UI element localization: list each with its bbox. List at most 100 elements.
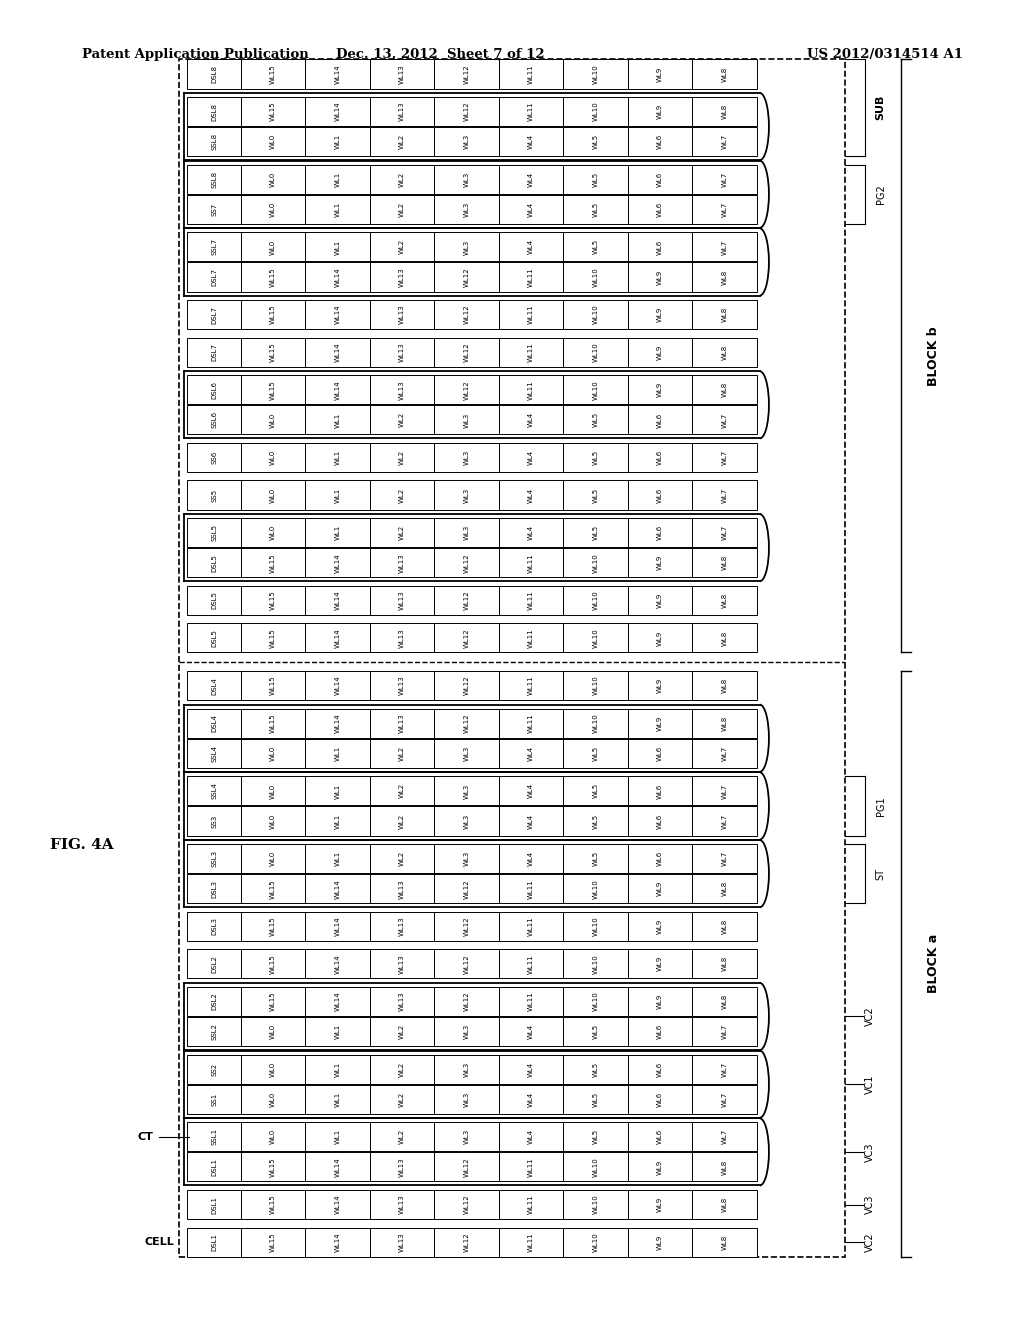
Bar bbox=[187, 548, 241, 577]
Text: WL2: WL2 bbox=[399, 783, 404, 799]
Bar bbox=[563, 843, 628, 873]
Bar bbox=[499, 375, 563, 404]
Bar bbox=[305, 405, 370, 434]
Bar bbox=[305, 709, 370, 738]
Text: WL2: WL2 bbox=[399, 1129, 404, 1144]
Bar bbox=[370, 623, 434, 652]
Bar bbox=[628, 127, 692, 156]
Bar bbox=[241, 127, 305, 156]
Text: WL9: WL9 bbox=[657, 994, 663, 1008]
Bar bbox=[692, 59, 757, 88]
Bar bbox=[305, 671, 370, 700]
Bar bbox=[499, 776, 563, 805]
Bar bbox=[187, 709, 241, 738]
Text: DSL1: DSL1 bbox=[211, 1233, 217, 1251]
Bar bbox=[563, 671, 628, 700]
Text: WL12: WL12 bbox=[464, 991, 469, 1011]
Bar bbox=[628, 405, 692, 434]
Bar bbox=[692, 165, 757, 194]
Bar bbox=[434, 1085, 499, 1114]
Bar bbox=[692, 1055, 757, 1084]
Text: WL10: WL10 bbox=[593, 1195, 598, 1214]
Text: WL9: WL9 bbox=[657, 308, 663, 322]
Text: WL10: WL10 bbox=[593, 1232, 598, 1251]
Bar bbox=[370, 1189, 434, 1220]
Bar bbox=[692, 1016, 757, 1045]
Text: WL12: WL12 bbox=[464, 65, 469, 83]
Text: WL8: WL8 bbox=[722, 919, 727, 933]
Text: WL12: WL12 bbox=[464, 879, 469, 899]
Bar bbox=[563, 807, 628, 836]
Bar bbox=[563, 232, 628, 261]
Text: BLOCK b: BLOCK b bbox=[927, 326, 940, 385]
Text: WL8: WL8 bbox=[722, 269, 727, 285]
Bar bbox=[563, 623, 628, 652]
Text: WL10: WL10 bbox=[593, 676, 598, 696]
Bar bbox=[692, 517, 757, 548]
Text: WL1: WL1 bbox=[335, 1024, 340, 1039]
Bar bbox=[187, 1228, 241, 1257]
Text: WL5: WL5 bbox=[593, 1092, 598, 1106]
Bar bbox=[179, 59, 845, 1257]
Bar bbox=[628, 1055, 692, 1084]
Text: PG1: PG1 bbox=[876, 796, 886, 816]
Text: WL8: WL8 bbox=[722, 880, 727, 896]
Bar bbox=[187, 480, 241, 510]
Bar bbox=[692, 263, 757, 292]
Text: WL14: WL14 bbox=[335, 342, 340, 362]
Bar bbox=[187, 165, 241, 194]
Bar bbox=[434, 709, 499, 738]
Text: WL7: WL7 bbox=[722, 851, 727, 866]
Text: WL5: WL5 bbox=[593, 412, 598, 428]
Bar bbox=[434, 59, 499, 88]
Bar bbox=[692, 671, 757, 700]
Bar bbox=[563, 165, 628, 194]
Text: WL2: WL2 bbox=[399, 1061, 404, 1077]
Text: WL15: WL15 bbox=[270, 102, 275, 121]
Text: WL11: WL11 bbox=[528, 713, 534, 733]
Text: WL5: WL5 bbox=[593, 450, 598, 465]
Bar bbox=[370, 1228, 434, 1257]
Text: WL15: WL15 bbox=[270, 879, 275, 899]
Bar bbox=[692, 444, 757, 473]
Bar bbox=[305, 263, 370, 292]
Bar bbox=[692, 1152, 757, 1181]
Bar bbox=[499, 517, 563, 548]
Bar bbox=[692, 1122, 757, 1151]
Bar bbox=[628, 709, 692, 738]
Text: VC3: VC3 bbox=[865, 1195, 876, 1214]
Text: WL10: WL10 bbox=[593, 628, 598, 648]
Bar bbox=[370, 1016, 434, 1045]
Bar bbox=[370, 195, 434, 224]
Text: WL15: WL15 bbox=[270, 1195, 275, 1214]
Text: WL15: WL15 bbox=[270, 305, 275, 325]
Bar bbox=[187, 1189, 241, 1220]
Text: WL7: WL7 bbox=[722, 813, 727, 829]
Text: WL4: WL4 bbox=[528, 746, 534, 760]
Bar bbox=[628, 165, 692, 194]
Bar bbox=[499, 195, 563, 224]
Bar bbox=[434, 195, 499, 224]
Bar bbox=[241, 949, 305, 978]
Text: WL15: WL15 bbox=[270, 954, 275, 974]
Text: WL7: WL7 bbox=[722, 1092, 727, 1107]
Bar bbox=[434, 165, 499, 194]
Text: WL7: WL7 bbox=[722, 450, 727, 465]
Bar bbox=[499, 480, 563, 510]
Bar bbox=[241, 987, 305, 1016]
Text: WL11: WL11 bbox=[528, 879, 534, 899]
Bar bbox=[563, 1085, 628, 1114]
Bar bbox=[370, 59, 434, 88]
Bar bbox=[305, 338, 370, 367]
Text: SS1: SS1 bbox=[211, 1093, 217, 1106]
Text: SSL8: SSL8 bbox=[211, 170, 217, 187]
Text: WL4: WL4 bbox=[528, 135, 534, 149]
Text: SS2: SS2 bbox=[211, 1063, 217, 1076]
Text: WL11: WL11 bbox=[528, 102, 534, 121]
Bar bbox=[241, 300, 305, 329]
Bar bbox=[187, 517, 241, 548]
Text: SS5: SS5 bbox=[211, 488, 217, 502]
Text: WL6: WL6 bbox=[657, 412, 663, 428]
Bar bbox=[692, 874, 757, 903]
Bar bbox=[499, 405, 563, 434]
